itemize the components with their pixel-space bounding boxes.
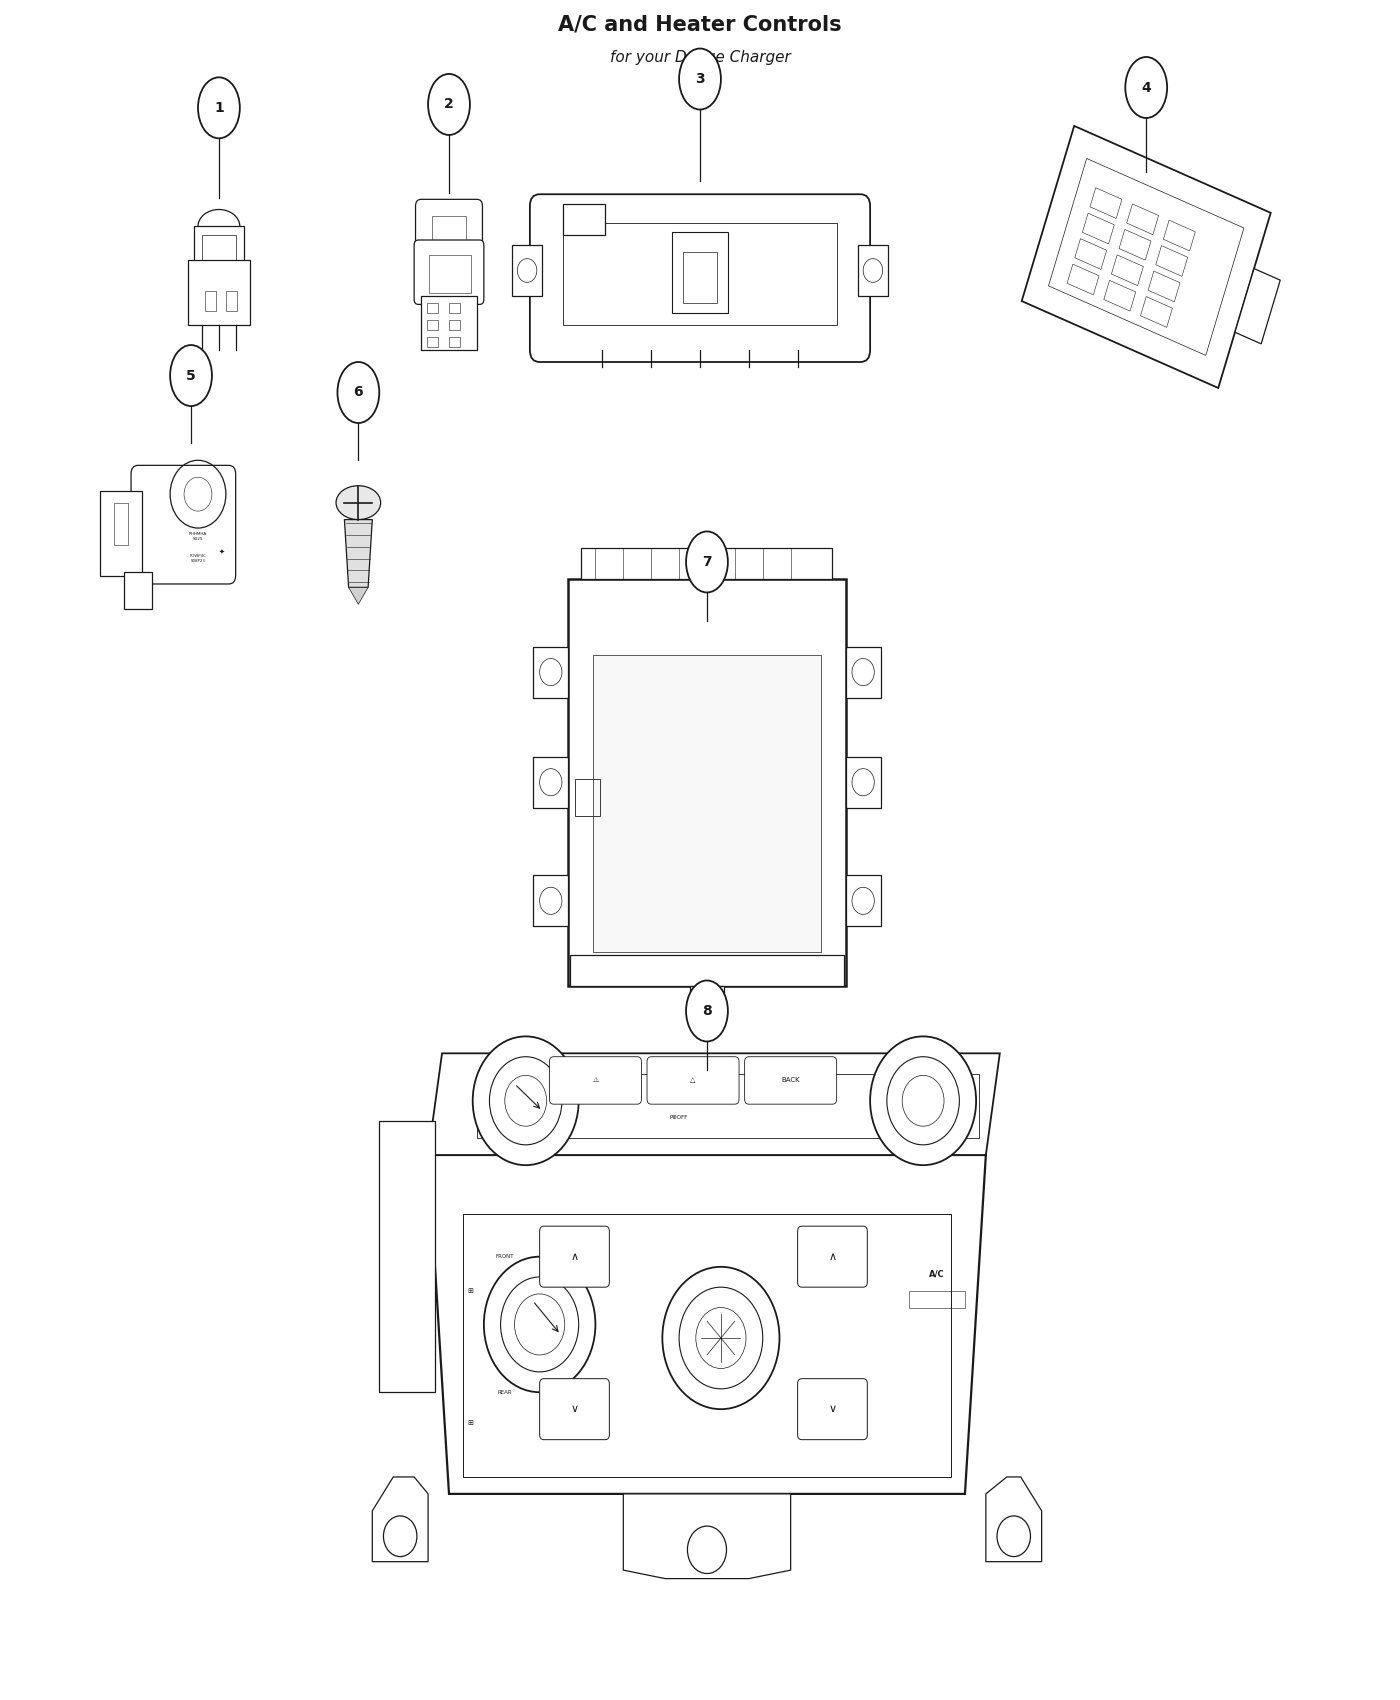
- FancyBboxPatch shape: [539, 1379, 609, 1440]
- Bar: [847, 646, 881, 697]
- Polygon shape: [1235, 269, 1280, 343]
- Text: 3: 3: [696, 71, 704, 87]
- Bar: [449, 303, 461, 313]
- FancyBboxPatch shape: [529, 194, 871, 362]
- Bar: [847, 876, 881, 926]
- Bar: [188, 260, 249, 325]
- Ellipse shape: [428, 73, 470, 134]
- Text: P⊕OFF: P⊕OFF: [669, 1115, 689, 1120]
- Bar: [379, 1120, 435, 1392]
- Polygon shape: [344, 520, 372, 588]
- Bar: [449, 320, 461, 330]
- Text: ⚠: ⚠: [592, 1078, 599, 1083]
- Polygon shape: [1022, 126, 1271, 388]
- Circle shape: [473, 1037, 578, 1164]
- Polygon shape: [428, 1154, 986, 1494]
- Bar: [690, 986, 724, 1023]
- Ellipse shape: [337, 362, 379, 423]
- Bar: [672, 231, 728, 313]
- Circle shape: [871, 1037, 976, 1164]
- Bar: [427, 320, 438, 330]
- Text: 6: 6: [354, 386, 363, 400]
- Ellipse shape: [171, 345, 211, 406]
- Text: BACK: BACK: [781, 1078, 799, 1083]
- Bar: [421, 296, 477, 350]
- FancyBboxPatch shape: [647, 1057, 739, 1105]
- Bar: [592, 654, 822, 952]
- FancyBboxPatch shape: [798, 1226, 868, 1287]
- Text: ∧: ∧: [570, 1251, 578, 1261]
- FancyBboxPatch shape: [414, 240, 484, 304]
- Bar: [115, 503, 129, 546]
- Text: for your Dodge Charger: for your Dodge Charger: [609, 51, 791, 65]
- Bar: [574, 779, 599, 816]
- Text: 5: 5: [186, 369, 196, 382]
- Polygon shape: [349, 588, 368, 604]
- Text: 1: 1: [214, 100, 224, 116]
- Text: ∧: ∧: [829, 1251, 837, 1261]
- Bar: [430, 255, 472, 292]
- Bar: [563, 204, 605, 235]
- Polygon shape: [428, 1054, 1000, 1154]
- Bar: [193, 226, 244, 265]
- Text: FRONT: FRONT: [496, 1255, 514, 1260]
- Bar: [204, 291, 216, 311]
- Bar: [570, 955, 844, 986]
- Bar: [512, 245, 542, 296]
- FancyBboxPatch shape: [539, 1226, 609, 1287]
- Bar: [858, 245, 888, 296]
- FancyBboxPatch shape: [549, 1057, 641, 1105]
- Text: A/C and Heater Controls: A/C and Heater Controls: [559, 15, 841, 34]
- Bar: [567, 580, 847, 986]
- Ellipse shape: [686, 981, 728, 1042]
- Bar: [532, 756, 567, 808]
- Ellipse shape: [1126, 58, 1168, 117]
- Ellipse shape: [679, 49, 721, 109]
- Text: 8: 8: [701, 1005, 711, 1018]
- Bar: [427, 303, 438, 313]
- Polygon shape: [986, 1477, 1042, 1562]
- FancyBboxPatch shape: [745, 1057, 837, 1105]
- Text: ✦: ✦: [218, 549, 224, 554]
- Bar: [532, 876, 567, 926]
- Bar: [463, 1214, 951, 1477]
- Ellipse shape: [197, 76, 239, 138]
- Bar: [449, 337, 461, 347]
- Text: ⊞: ⊞: [468, 1420, 473, 1426]
- Bar: [847, 756, 881, 808]
- Bar: [202, 235, 235, 260]
- Text: ⊞: ⊞: [468, 1287, 473, 1294]
- Bar: [433, 216, 466, 241]
- Bar: [683, 252, 717, 303]
- FancyBboxPatch shape: [132, 466, 235, 585]
- Text: A/C: A/C: [930, 1270, 945, 1278]
- Bar: [581, 549, 833, 580]
- Ellipse shape: [686, 532, 728, 592]
- Circle shape: [484, 1256, 595, 1392]
- Text: REAR: REAR: [497, 1389, 512, 1394]
- Text: FOWP4C
S08P23: FOWP4C S08P23: [189, 554, 206, 563]
- FancyBboxPatch shape: [798, 1379, 868, 1440]
- Text: ∨: ∨: [570, 1404, 578, 1414]
- Bar: [563, 223, 837, 325]
- Bar: [532, 646, 567, 697]
- Text: △: △: [690, 1078, 696, 1083]
- Text: RHHMHA
S025: RHHMHA S025: [189, 532, 207, 541]
- Polygon shape: [623, 1494, 791, 1579]
- Polygon shape: [372, 1477, 428, 1562]
- Text: 7: 7: [703, 554, 711, 570]
- Bar: [125, 573, 153, 609]
- Text: 2: 2: [444, 97, 454, 112]
- Bar: [101, 491, 143, 576]
- Text: 4: 4: [1141, 80, 1151, 95]
- Circle shape: [662, 1266, 780, 1409]
- FancyBboxPatch shape: [416, 199, 483, 255]
- Bar: [225, 291, 237, 311]
- Text: ∨: ∨: [829, 1404, 837, 1414]
- Bar: [427, 337, 438, 347]
- Bar: [909, 1290, 965, 1307]
- Ellipse shape: [336, 486, 381, 520]
- Bar: [477, 1074, 979, 1137]
